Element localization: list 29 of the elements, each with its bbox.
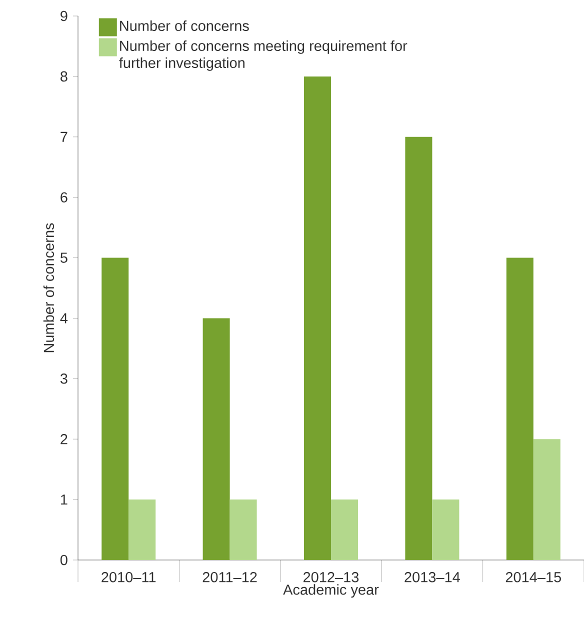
y-tick-label: 2 (60, 434, 68, 444)
y-tick-label: 5 (60, 252, 68, 263)
bar (102, 258, 129, 560)
bar (506, 258, 534, 560)
x-tick-label: 2014–15 (506, 572, 562, 582)
y-tick-label: 9 (60, 10, 68, 22)
y-axis-title: Number of concerns (43, 223, 54, 352)
x-tick-label: 2012–13 (304, 572, 359, 582)
bar (304, 76, 332, 560)
bar (230, 500, 257, 560)
bar (331, 500, 358, 560)
x-tick-label: 2011–12 (202, 572, 257, 582)
y-tick-label: 3 (60, 374, 68, 384)
bar (432, 500, 460, 560)
y-tick-label: 0 (60, 554, 68, 566)
bar (533, 439, 560, 560)
legend-label: Number of concerns (120, 20, 249, 32)
bar (128, 500, 156, 560)
bar (405, 136, 432, 560)
y-tick-label: 1 (61, 494, 68, 505)
y-tick-label: 7 (60, 132, 68, 142)
x-tick-label: 2010–11 (102, 572, 156, 582)
bar (202, 318, 230, 560)
x-tick-label: 2013–14 (404, 572, 460, 582)
y-tick-label: 6 (60, 192, 68, 202)
y-tick-label: 4 (60, 313, 68, 324)
legend-label: Number of concerns meeting requirement for further investigation (119, 40, 408, 71)
y-tick-label: 8 (60, 71, 68, 82)
x-axis-title: Academic year (283, 584, 379, 598)
